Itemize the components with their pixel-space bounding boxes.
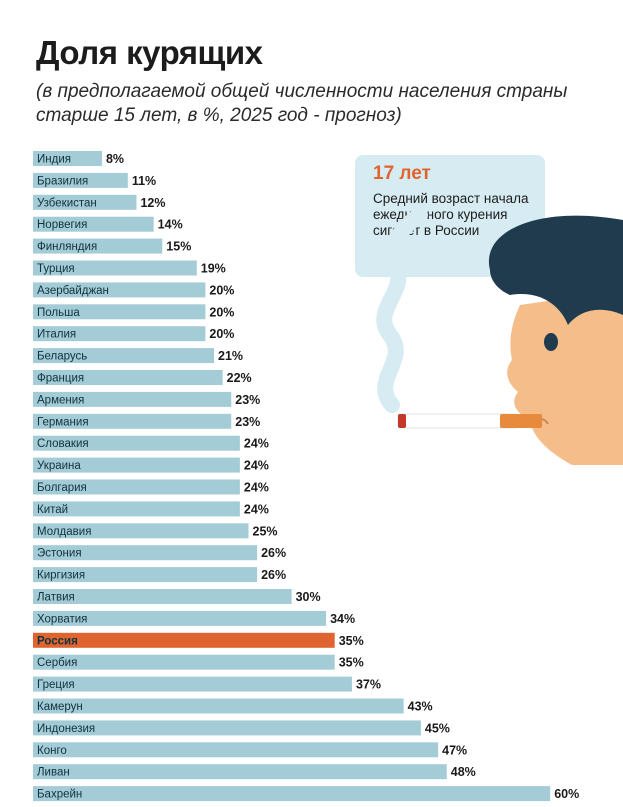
- bar-9: [33, 326, 206, 342]
- bar-category-label: Италия: [37, 329, 76, 341]
- bar-value-label: 24%: [244, 437, 269, 451]
- bar-category-label: Беларусь: [37, 351, 87, 363]
- bar-value-label: 26%: [261, 568, 286, 582]
- chart-title: Доля курящих: [36, 34, 263, 71]
- bar-category-label: Украина: [37, 460, 81, 472]
- bar-value-label: 20%: [209, 305, 234, 319]
- bar-category-label: Узбекистан: [37, 197, 97, 209]
- bar-value-label: 35%: [339, 634, 364, 648]
- bar-category-label: Бахрейн: [37, 789, 82, 801]
- bar-category-label: Конго: [37, 745, 67, 757]
- bar-category-label: Турция: [37, 263, 75, 275]
- bar-category-label: Норвегия: [37, 219, 87, 231]
- bar-category-label: Хорватия: [37, 613, 87, 625]
- bar-category-label: Индия: [37, 154, 71, 166]
- bar-23: [33, 632, 335, 648]
- bar-value-label: 15%: [166, 240, 191, 254]
- bar-10: [33, 348, 215, 364]
- bar-value-label: 23%: [235, 393, 260, 407]
- bar-category-label: Китай: [37, 504, 68, 516]
- bar-15: [33, 457, 240, 473]
- bar-value-label: 22%: [227, 371, 252, 385]
- bar-26: [33, 698, 404, 714]
- bar-category-label: Германия: [37, 416, 89, 428]
- bar-value-label: 47%: [442, 743, 467, 757]
- bar-category-label: Россия: [37, 635, 78, 647]
- callout-box: 17 лет Средний возраст начала ежедневног…: [355, 155, 545, 277]
- bar-value-label: 11%: [132, 174, 156, 188]
- bar-category-label: Камерун: [37, 701, 83, 713]
- bar-value-label: 48%: [451, 765, 476, 779]
- bar-18: [33, 523, 249, 539]
- cigarette-icon: [397, 413, 542, 429]
- bar-category-label: Сербия: [37, 657, 77, 669]
- bar-28: [33, 742, 439, 758]
- bar-value-label: 45%: [425, 721, 450, 735]
- bar-value-label: 20%: [209, 283, 234, 297]
- bar-category-label: Эстония: [37, 548, 82, 560]
- bar-category-label: Греция: [37, 679, 75, 691]
- chart-subtitle: (в предполагаемой общей численности насе…: [36, 81, 568, 126]
- bar-value-label: 21%: [218, 349, 243, 363]
- bar-category-label: Индонезия: [37, 723, 95, 735]
- bar-category-label: Польша: [37, 307, 80, 319]
- bar-4: [33, 216, 154, 232]
- bar-16: [33, 479, 240, 495]
- smoke-icon: [376, 210, 428, 413]
- bar-category-label: Азербайджан: [37, 285, 109, 297]
- bar-value-label: 14%: [158, 218, 183, 232]
- bar-30: [33, 786, 551, 802]
- bar-value-label: 8%: [106, 152, 124, 166]
- bar-12: [33, 391, 232, 407]
- bar-value-label: 23%: [235, 415, 260, 429]
- bar-2: [33, 172, 128, 188]
- bar-value-label: 30%: [296, 590, 321, 604]
- bar-11: [33, 370, 223, 385]
- bar-3: [33, 194, 137, 210]
- bar-category-label: Бразилия: [37, 175, 88, 187]
- bar-value-label: 20%: [209, 327, 234, 341]
- bar-13: [33, 413, 232, 429]
- bar-17: [33, 501, 240, 517]
- bar-category-label: Финляндия: [37, 241, 97, 253]
- bar-value-label: 37%: [356, 678, 381, 692]
- bar-category-label: Ливан: [37, 767, 70, 779]
- bar-8: [33, 304, 206, 320]
- callout-headline: 17 лет: [373, 163, 431, 184]
- bar-19: [33, 545, 258, 561]
- bar-5: [33, 238, 163, 254]
- bar-value-label: 19%: [201, 262, 226, 276]
- bar-6: [33, 260, 197, 276]
- bar-27: [33, 720, 421, 736]
- bar-25: [33, 676, 352, 692]
- bar-20: [33, 567, 258, 583]
- smoker-illustration: [376, 210, 623, 465]
- bar-value-label: 26%: [261, 546, 286, 560]
- bar-value-label: 43%: [408, 700, 433, 714]
- bar-22: [33, 610, 327, 626]
- bar-value-label: 24%: [244, 459, 269, 473]
- bar-value-label: 24%: [244, 502, 269, 516]
- bar-14: [33, 435, 240, 451]
- bar-category-label: Латвия: [37, 592, 75, 604]
- bar-category-label: Армения: [37, 394, 84, 406]
- bar-29: [33, 764, 447, 780]
- bar-value-label: 24%: [244, 481, 269, 495]
- bar-value-label: 34%: [330, 612, 355, 626]
- bar-24: [33, 654, 335, 670]
- bar-value-label: 35%: [339, 656, 364, 670]
- bar-value-label: 12%: [140, 196, 165, 210]
- bar-value-label: 60%: [554, 787, 579, 801]
- bar-category-label: Болгария: [37, 482, 87, 494]
- bar-category-label: Молдавия: [37, 526, 91, 538]
- bar-1: [33, 151, 102, 166]
- bar-7: [33, 282, 206, 298]
- bar-category-label: Словакия: [37, 438, 89, 450]
- bar-category-label: Киргизия: [37, 570, 85, 582]
- bar-category-label: Франция: [37, 373, 84, 385]
- bar-21: [33, 589, 292, 604]
- bar-value-label: 25%: [253, 524, 278, 538]
